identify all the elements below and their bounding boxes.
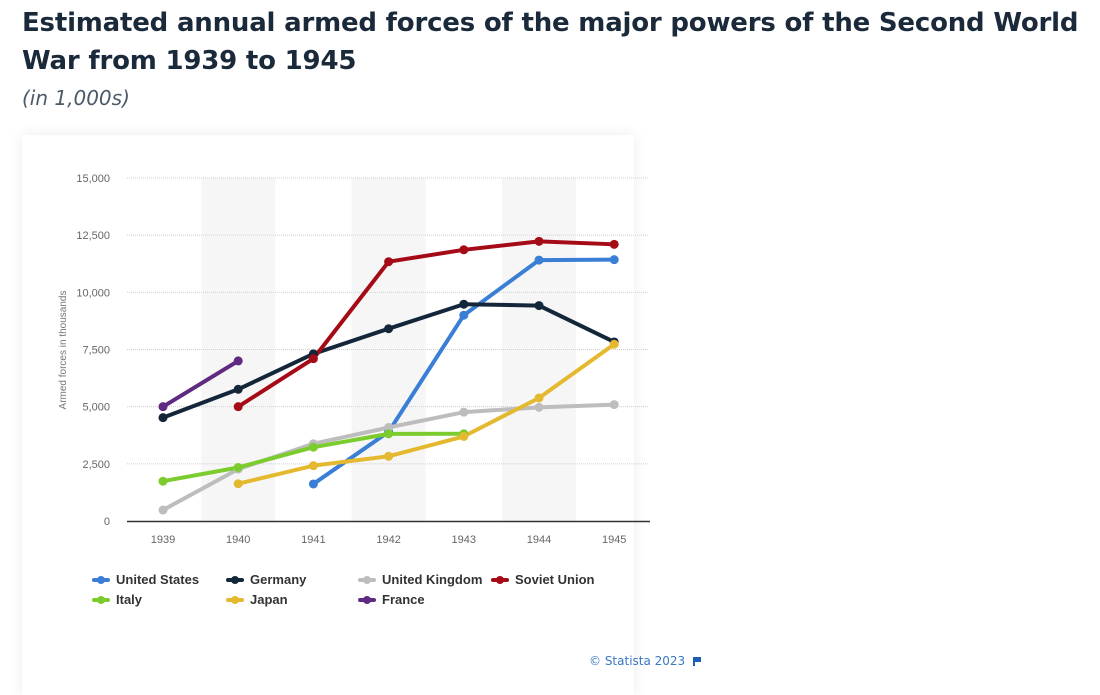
data-point-japan-1941[interactable] [308,461,318,471]
legend-item-united-states[interactable]: United States [92,572,199,587]
line-chart: 0 2,500 5,000 7,500 10,000 12,500 15,000 Armed… [58,173,650,546]
data-point-united-kingdom-1939[interactable] [158,505,168,515]
data-point-germany-1942[interactable] [384,324,394,334]
series-line-japan [236,342,617,486]
legend-swatch-icon [358,595,376,604]
data-point-united-kingdom-1943[interactable] [459,407,469,417]
data-point-united-states-1944[interactable] [534,255,544,265]
legend-label: France [382,592,425,607]
data-point-germany-1939[interactable] [158,413,168,423]
data-point-italy-1939[interactable] [158,476,168,486]
data-point-soviet-union-1942[interactable] [384,257,394,267]
data-point-japan-1944[interactable] [534,393,544,403]
data-point-italy-1941[interactable] [308,442,318,452]
data-point-soviet-union-1940[interactable] [233,402,243,412]
legend-label: United States [116,572,200,587]
series-line-france [161,358,241,409]
series-line-soviet-union [236,239,617,409]
x-tick-label: 1944 [527,534,551,546]
data-point-united-kingdom-1942[interactable] [384,422,394,432]
x-tick-label: 1942 [376,534,400,546]
statista-credit[interactable]: © Statista 2023 [589,654,701,668]
legend-swatch-icon [491,575,509,584]
y-tick-label: 5,000 [82,402,110,414]
x-tick-label: 1945 [602,534,626,546]
y-tick-label: 15,000 [76,173,110,185]
data-point-soviet-union-1941[interactable] [308,354,318,364]
legend-item-japan[interactable]: Japan [226,592,288,607]
chart-title: Estimated annual armed forces of the maj… [22,8,1079,76]
shaded-band-1942 [351,178,426,521]
legend-swatch-icon [92,575,110,584]
y-tick-label: 7,500 [82,345,110,357]
data-point-japan-1942[interactable] [384,451,394,461]
y-tick-label: 2,500 [82,459,110,471]
legend-label: Japan [250,592,288,607]
x-tick-label: 1941 [301,534,325,546]
legend-item-soviet-union[interactable]: Soviet Union [491,572,594,587]
x-tick-label: 1943 [452,534,476,546]
legend-swatch-icon [92,595,110,604]
y-axis-label: Armed forces in thousands [58,291,69,410]
data-point-germany-1944[interactable] [534,301,544,311]
data-point-germany-1940[interactable] [233,384,243,394]
credit-text: © Statista 2023 [589,654,686,668]
data-point-united-states-1945[interactable] [609,255,619,265]
data-point-soviet-union-1945[interactable] [609,239,619,249]
data-point-japan-1940[interactable] [233,479,243,489]
data-point-france-1940[interactable] [233,356,243,366]
data-point-japan-1945[interactable] [609,339,619,349]
data-point-france-1939[interactable] [158,402,168,412]
legend-item-italy[interactable]: Italy [92,592,142,607]
legend-label: Soviet Union [515,572,595,587]
data-point-united-states-1941[interactable] [308,479,318,489]
legend-swatch-icon [358,575,376,584]
legend-swatch-icon [226,595,244,604]
y-tick-label: 10,000 [76,287,110,299]
flag-icon[interactable] [693,656,701,666]
data-point-united-kingdom-1945[interactable] [609,400,619,410]
legend-item-germany[interactable]: Germany [226,572,306,587]
chart-subtitle: (in 1,000s) [22,86,130,110]
data-point-soviet-union-1944[interactable] [534,236,544,246]
data-point-italy-1940[interactable] [233,462,243,472]
legend-item-france[interactable]: France [358,592,425,607]
legend-item-united-kingdom[interactable]: United Kingdom [358,572,482,587]
legend-label: Italy [116,592,143,607]
data-point-italy-1942[interactable] [384,429,394,439]
data-point-soviet-union-1943[interactable] [459,245,469,255]
y-tick-label: 12,500 [76,230,110,242]
x-tick-label: 1939 [151,534,175,546]
y-tick-label: 0 [104,516,110,528]
data-point-germany-1943[interactable] [459,299,469,309]
legend-label: United Kingdom [382,572,483,587]
data-point-united-states-1943[interactable] [459,310,469,320]
legend-label: Germany [250,572,307,587]
x-tick-label: 1940 [226,534,250,546]
legend-swatch-icon [226,575,244,584]
data-point-japan-1943[interactable] [459,431,469,441]
data-point-united-kingdom-1944[interactable] [534,402,544,412]
